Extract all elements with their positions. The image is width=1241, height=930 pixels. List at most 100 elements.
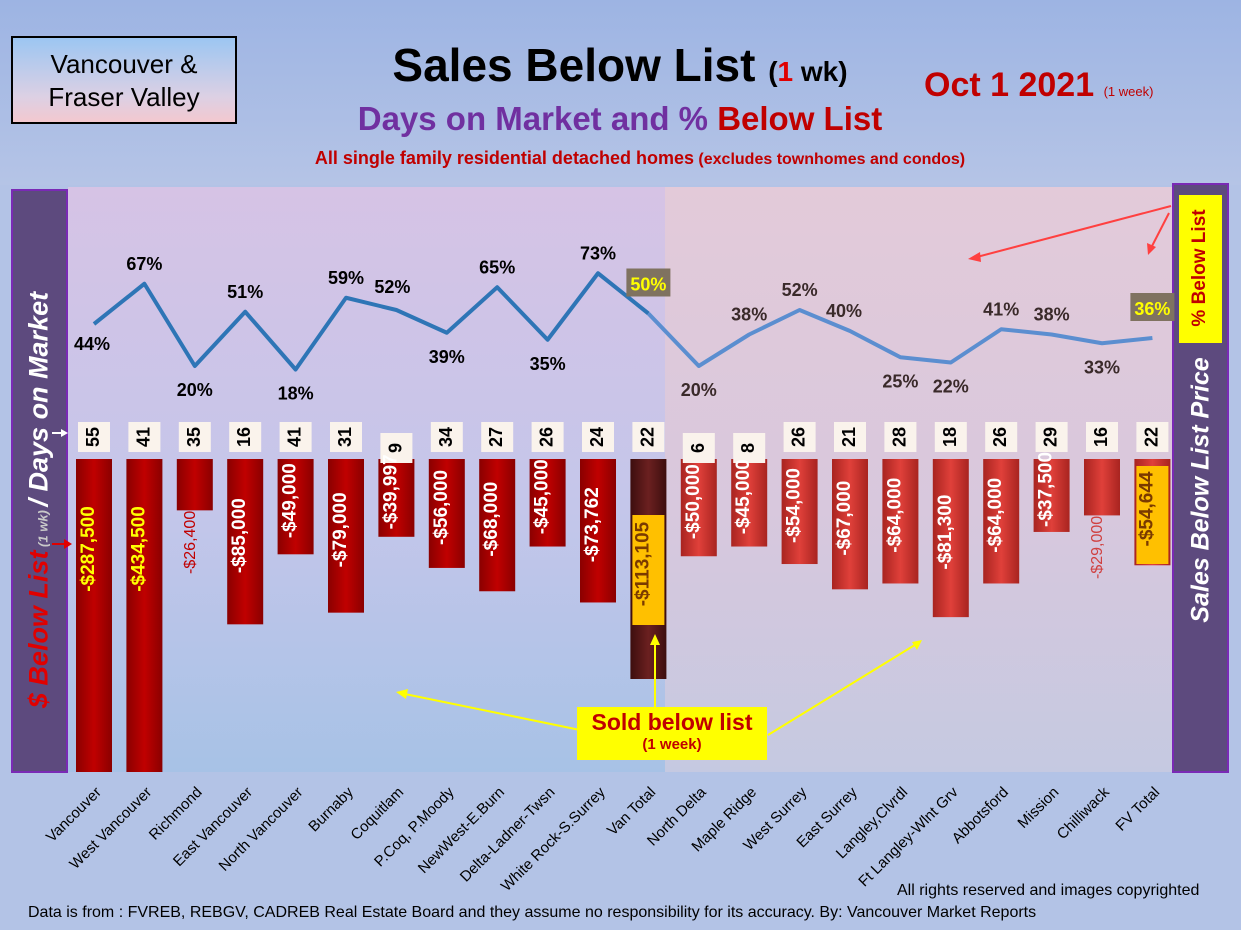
pct-line-vancouver xyxy=(92,271,650,372)
days-box xyxy=(632,422,665,452)
logo-line-2: Fraser Valley xyxy=(48,82,200,112)
bar-North Delta xyxy=(680,459,717,557)
dollar-below-label: -$29,000 xyxy=(1089,516,1106,579)
days-box xyxy=(330,422,362,452)
bar-NewWest-E.Burn xyxy=(479,459,516,592)
callout-arrowhead-left xyxy=(396,689,408,699)
bar-Maple Ridge xyxy=(731,459,768,547)
dollar-below-label: -$434,500 xyxy=(128,506,149,592)
days-on-market-label: 18 xyxy=(940,427,960,447)
days-on-market-label: 9 xyxy=(385,443,405,453)
legend-arrowhead xyxy=(968,252,981,262)
days-on-market-label: 26 xyxy=(537,427,557,447)
days-box xyxy=(985,422,1018,452)
dollar-below-label: -$79,000 xyxy=(330,492,351,567)
scope-note: All single family residential detached h… xyxy=(200,148,1080,169)
bar-Delta-Ladner-Twsn xyxy=(529,459,566,547)
dollar-below-label: -$67,000 xyxy=(834,481,855,556)
title-week-number: 1 xyxy=(777,56,794,87)
dollar-below-label: -$64,000 xyxy=(884,478,905,553)
days-box xyxy=(582,422,614,452)
days-on-market-label: 34 xyxy=(436,427,456,447)
pct-below-label: 52% xyxy=(782,280,818,300)
dollar-below-label: -$45,000 xyxy=(532,459,553,534)
days-on-market-label: 8 xyxy=(738,443,758,453)
pct-below-label: 36% xyxy=(1134,299,1170,319)
days-on-market-label: 21 xyxy=(839,427,859,447)
title-paren-open: ( xyxy=(768,56,778,87)
pct-label-box xyxy=(1130,293,1175,321)
dollar-below-label: -$73,762 xyxy=(582,487,603,562)
bar-Chilliwack xyxy=(1084,459,1120,516)
page-subtitle: Days on Market and % Below List xyxy=(300,100,940,138)
pct-below-label: 73% xyxy=(580,243,616,263)
date-text: Oct 1 2021 xyxy=(924,66,1095,104)
bar-East Surrey xyxy=(832,459,868,590)
days-box xyxy=(380,433,413,463)
days-on-market-label: 22 xyxy=(637,427,657,447)
days-box xyxy=(279,422,312,452)
days-on-market-label: 41 xyxy=(285,427,305,447)
dollar-below-label: -$64,000 xyxy=(985,478,1006,553)
bar-Abbotsford xyxy=(983,459,1020,584)
bar-Coquitlam xyxy=(378,459,415,537)
pct-below-label: 38% xyxy=(731,305,767,325)
days-box xyxy=(1035,422,1068,452)
scope-note-main: All single family residential detached h… xyxy=(314,148,694,168)
callout-main: Sold below list xyxy=(591,709,753,735)
copyright-note: All rights reserved and images copyright… xyxy=(897,882,1200,899)
callout-arrowhead-up xyxy=(650,634,660,645)
bar-Mission xyxy=(1033,459,1070,532)
category-label: Mission xyxy=(1014,784,1062,832)
days-on-market-label: 35 xyxy=(184,427,204,447)
pct-below-label: 52% xyxy=(374,277,410,297)
days-box xyxy=(128,422,161,452)
dollar-below-label: -$54,644 xyxy=(1136,471,1157,546)
pct-below-label: 35% xyxy=(530,354,566,374)
bar-Ft Langley-Wlnt Grv xyxy=(932,459,969,618)
pct-below-label: 25% xyxy=(882,371,918,391)
days-on-market-label: 28 xyxy=(889,427,909,447)
days-box xyxy=(78,422,110,452)
dollar-below-label: -$85,000 xyxy=(229,498,250,573)
days-on-market-label: 16 xyxy=(234,427,254,447)
dollar-below-label: -$54,000 xyxy=(784,468,805,543)
callout-arrowhead-right xyxy=(912,640,922,650)
days-on-market-label: 22 xyxy=(1141,427,1161,447)
dollar-below-label: -$113,105 xyxy=(632,521,653,606)
category-label: Ft Langley-Wlnt Grv xyxy=(855,783,962,890)
pct-below-label: 38% xyxy=(1034,305,1070,325)
pct-below-label: 20% xyxy=(681,380,717,400)
days-on-market-label: 41 xyxy=(133,427,153,447)
days-box xyxy=(430,422,463,452)
left-axis-panel xyxy=(11,189,68,773)
region-logo-box: Vancouver & Fraser Valley xyxy=(11,36,237,124)
days-on-market-label: 31 xyxy=(335,427,355,447)
days-on-market-label: 27 xyxy=(486,427,506,447)
days-box xyxy=(884,422,917,452)
axis-pointer-days-head xyxy=(61,429,68,437)
dollar-label-box xyxy=(1136,466,1169,564)
category-label: Chilliwack xyxy=(1054,783,1114,843)
dollar-below-label: -$37,500 xyxy=(1036,452,1057,527)
days-box xyxy=(531,422,564,452)
pct-below-label: 18% xyxy=(278,384,314,404)
days-on-market-label: 26 xyxy=(789,427,809,447)
bar-Richmond xyxy=(176,459,213,511)
category-label: FV Total xyxy=(1112,784,1163,835)
pct-below-label: 39% xyxy=(429,347,465,367)
callout-arrow-right xyxy=(767,642,919,736)
pct-label-box xyxy=(626,268,671,297)
days-box xyxy=(783,422,816,452)
report-date: Oct 1 2021 (1 week) xyxy=(924,66,1153,105)
legend-arrowhead-2 xyxy=(1147,243,1156,255)
pct-below-label: 51% xyxy=(227,282,263,302)
days-box xyxy=(733,433,766,463)
days-box xyxy=(834,422,866,452)
callout-sub: (1 week) xyxy=(642,736,702,753)
category-label: Burnaby xyxy=(305,783,357,835)
dollar-below-label: -$39,997 xyxy=(380,454,401,529)
pct-below-label: 20% xyxy=(177,380,213,400)
